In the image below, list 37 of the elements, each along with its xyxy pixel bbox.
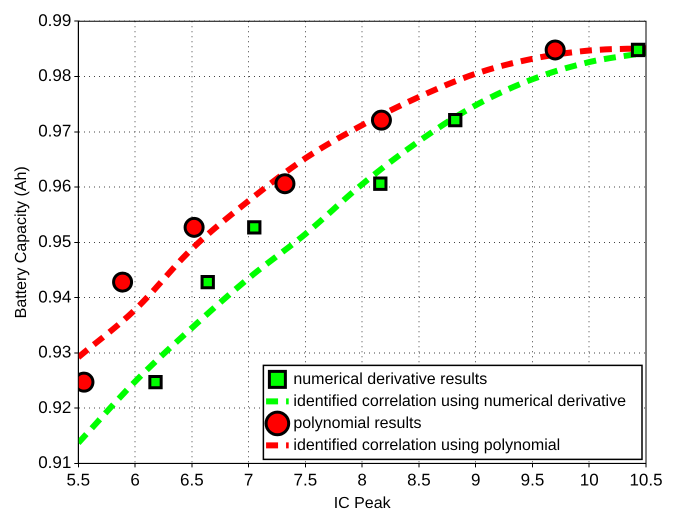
x-tick-label: 7.5 [294, 470, 318, 490]
point [544, 39, 566, 60]
x-tick-label: 8.5 [407, 470, 431, 490]
point [247, 220, 262, 235]
x-tick-label: 6 [130, 470, 140, 490]
y-tick-label: 0.92 [38, 398, 72, 417]
y-tick-label: 0.95 [38, 232, 72, 251]
legend-label: numerical derivative results [293, 370, 488, 388]
x-tick-label: 7 [244, 470, 254, 490]
point [370, 110, 392, 131]
y-axis-title: Battery Capacity (Ah) [13, 166, 30, 318]
x-tick-label: 5.5 [66, 470, 90, 490]
point [184, 216, 205, 238]
x-tick-label: 9 [470, 470, 480, 490]
legend-label: identified correlation using polynomial [293, 436, 560, 454]
point [630, 42, 646, 58]
legend-label: identified correlation using numerical derivative [293, 392, 626, 410]
y-tick-label: 0.98 [38, 66, 72, 86]
x-tick-label: 9.5 [520, 470, 544, 490]
point [448, 112, 462, 128]
y-tick-label: 0.93 [38, 342, 72, 362]
point [200, 274, 215, 290]
x-tick-label: 10 [580, 470, 599, 490]
point [112, 272, 134, 293]
y-tick-label: 0.91 [38, 453, 72, 472]
point [373, 176, 388, 191]
x-axis-title: IC Peak [334, 494, 392, 512]
y-tick-label: 0.94 [38, 287, 72, 306]
y-tick-label: 0.97 [38, 121, 72, 140]
x-tick-label: 6.5 [180, 470, 204, 490]
x-tick-label: 8 [357, 470, 367, 490]
y-tick-label: 0.96 [38, 176, 72, 196]
legend-label: polynomial results [293, 414, 422, 432]
point [148, 374, 163, 390]
x-tick-label: 10.5 [629, 470, 663, 490]
y-tick-label: 0.99 [38, 10, 72, 30]
point [274, 173, 296, 194]
